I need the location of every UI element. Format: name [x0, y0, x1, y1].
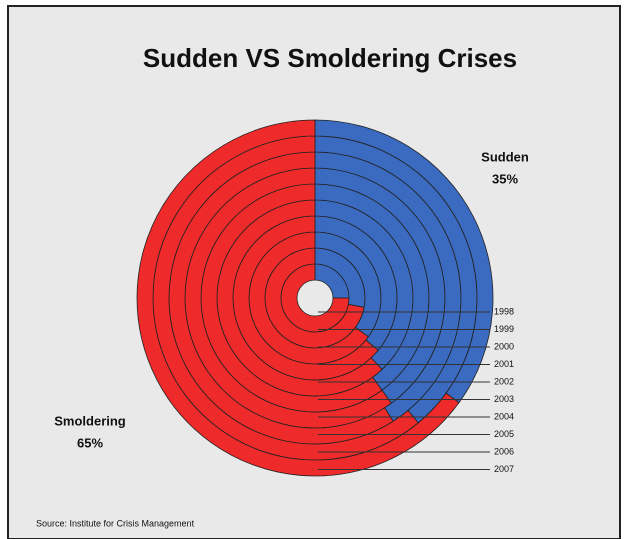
category-label: 2002 [494, 376, 514, 386]
value-label: 35% [492, 171, 518, 186]
source: Source: Institute for Crisis Management [36, 518, 195, 528]
category-label: 2001 [494, 359, 514, 369]
category-label: 2000 [494, 341, 514, 351]
legend-label: Sudden [481, 149, 529, 164]
category-label: 2006 [494, 446, 514, 456]
category-label: 2004 [494, 411, 514, 421]
value-label: 65% [77, 435, 103, 450]
ring-segment [136, 119, 460, 477]
category-label: 1999 [494, 324, 514, 334]
category-label: 2007 [494, 464, 514, 474]
legend-label: Smoldering [54, 413, 126, 428]
category-label: 1998 [494, 306, 514, 316]
category-label: 2003 [494, 394, 514, 404]
chart-title: Sudden VS Smoldering Crises [143, 43, 517, 73]
category-label: 2005 [494, 429, 514, 439]
